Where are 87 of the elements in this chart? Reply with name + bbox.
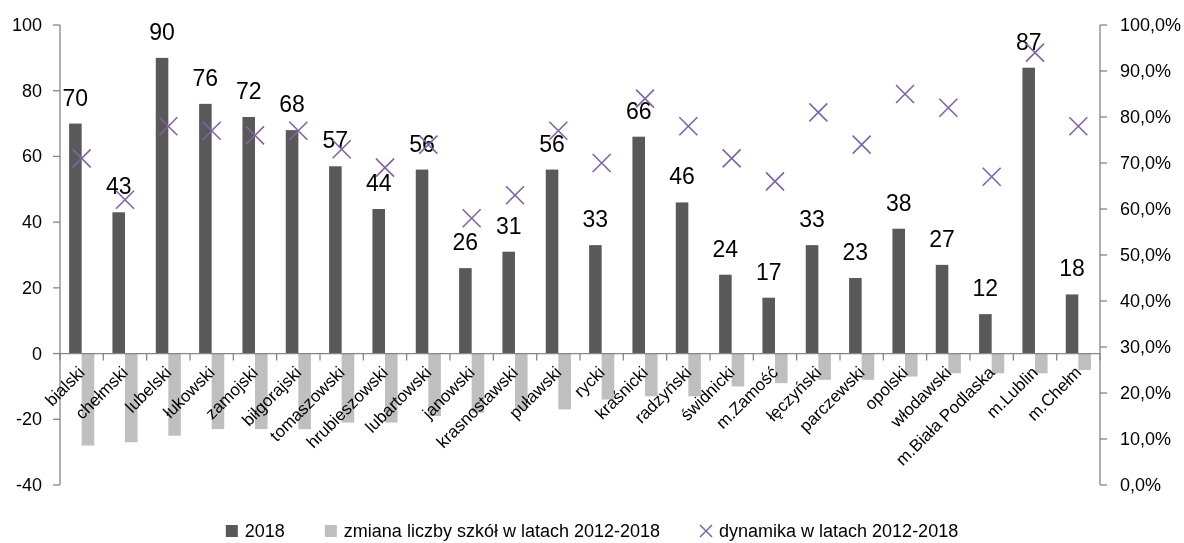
bar — [849, 278, 862, 354]
data-label: 90 — [149, 18, 175, 45]
y2-tick-label: 100,0% — [1120, 15, 1182, 35]
bar — [1078, 353, 1091, 370]
y2-tick-label: 0,0% — [1120, 475, 1162, 495]
bar — [805, 245, 819, 354]
y-tick-label: 20 — [21, 277, 42, 298]
y-tick-label: 0 — [31, 343, 42, 364]
point — [851, 134, 872, 155]
data-label: 87 — [1015, 28, 1042, 55]
bar — [415, 169, 429, 354]
bar — [632, 136, 645, 354]
legend-label: dynamika w latach 2012-2018 — [719, 521, 959, 541]
y2-tick-label: 10,0% — [1120, 429, 1172, 449]
legend-label: zmiana liczby szkół w latach 2012-2018 — [343, 521, 661, 541]
point — [1068, 116, 1089, 136]
y2-tick-label: 50,0% — [1120, 245, 1172, 265]
point — [505, 185, 525, 205]
bar — [1065, 294, 1079, 354]
bar — [285, 130, 299, 354]
y-tick-label: -20 — [15, 409, 42, 430]
y-tick-label: 80 — [21, 80, 42, 101]
bar — [892, 228, 905, 354]
bar — [1022, 67, 1035, 354]
data-label: 56 — [539, 130, 565, 157]
bar — [69, 123, 82, 354]
y2-tick-label: 80,0% — [1120, 107, 1172, 127]
bar — [762, 297, 775, 354]
data-label: 33 — [799, 206, 825, 233]
bar — [199, 103, 212, 354]
y2-tick-label: 90,0% — [1120, 61, 1172, 81]
data-label: 46 — [669, 163, 695, 190]
point — [158, 116, 179, 136]
point — [981, 167, 1002, 187]
y-tick-label: -40 — [15, 475, 42, 495]
point — [721, 148, 742, 169]
bar — [675, 202, 689, 354]
data-label: 72 — [235, 78, 262, 104]
data-label: 23 — [842, 239, 869, 265]
y2-tick-label: 40,0% — [1120, 291, 1172, 311]
bar — [979, 314, 992, 354]
y2-tick-label: 70,0% — [1120, 153, 1172, 173]
bar — [459, 268, 472, 354]
data-label: 26 — [452, 229, 479, 256]
bar — [112, 212, 125, 354]
data-label: 18 — [1059, 255, 1085, 282]
data-label: 70 — [62, 84, 89, 111]
data-label: 31 — [495, 212, 522, 239]
data-label: 38 — [885, 189, 912, 216]
bar — [719, 274, 732, 354]
data-label: 33 — [582, 206, 609, 233]
bar — [242, 117, 255, 354]
bar — [329, 166, 342, 354]
y2-tick-label: 20,0% — [1120, 383, 1172, 403]
data-label: 24 — [712, 235, 739, 262]
point — [71, 148, 92, 169]
point — [288, 121, 309, 141]
y-tick-label: 60 — [21, 146, 42, 167]
data-label: 76 — [192, 64, 219, 91]
point — [895, 84, 915, 104]
bar — [155, 57, 169, 354]
point — [808, 102, 829, 123]
data-label: 12 — [972, 275, 999, 302]
y2-tick-label: 30,0% — [1120, 337, 1172, 357]
point — [461, 208, 482, 228]
bar — [935, 264, 949, 354]
data-label: 27 — [929, 225, 955, 252]
bar — [589, 245, 602, 354]
point — [245, 125, 265, 146]
y-tick-label: 40 — [21, 212, 42, 233]
y-tick-label: 100 — [11, 15, 42, 35]
point — [938, 98, 959, 118]
bar — [372, 209, 385, 354]
point — [678, 116, 699, 136]
bar — [545, 169, 559, 354]
legend-label: 2018 — [244, 521, 285, 541]
point — [201, 121, 222, 141]
data-label: 44 — [365, 170, 392, 196]
point — [591, 153, 612, 173]
point — [765, 171, 785, 192]
data-label: 43 — [105, 173, 132, 200]
data-label: 66 — [625, 97, 652, 124]
bar — [502, 251, 515, 354]
y2-tick-label: 60,0% — [1120, 199, 1172, 219]
data-label: 17 — [755, 258, 782, 285]
data-label: 68 — [279, 91, 305, 118]
data-label: 57 — [322, 127, 349, 154]
